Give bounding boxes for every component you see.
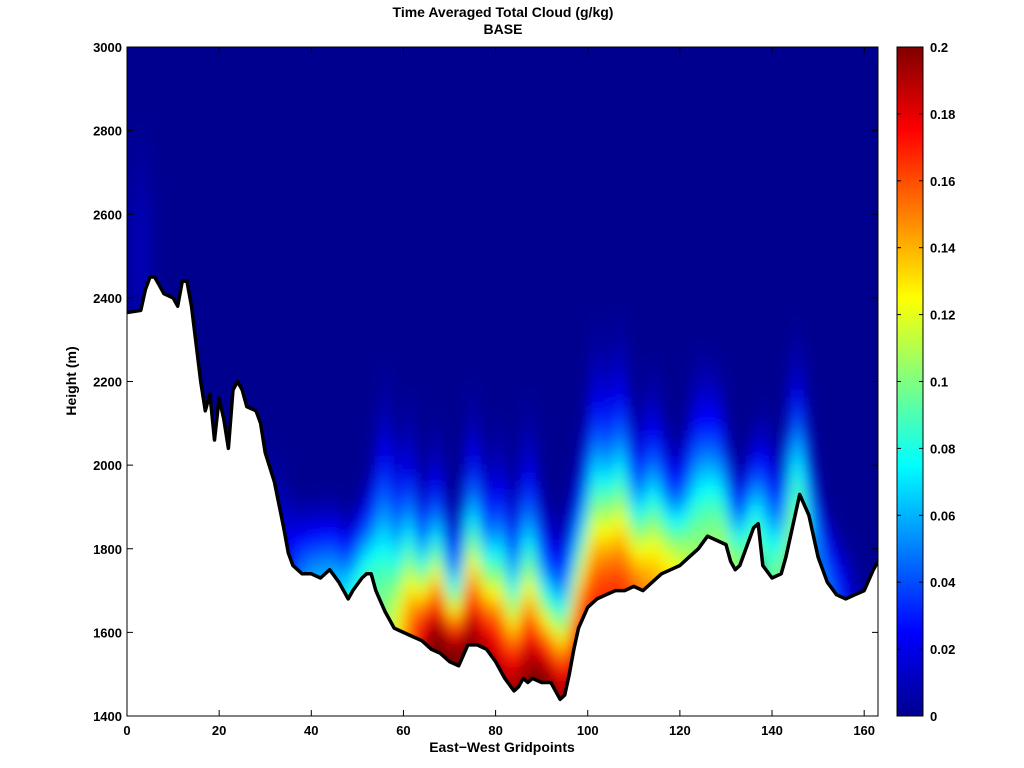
colorbar-tick-label: 0 (930, 709, 937, 724)
colorbar-tick-label: 0.16 (930, 174, 955, 189)
colorbar-tick-label: 0.2 (930, 40, 948, 55)
colorbar-tick-label: 0.08 (930, 441, 955, 456)
colorbar-tick-label: 0.14 (930, 241, 956, 256)
colorbar-tick-label: 0.1 (930, 375, 948, 390)
y-tick-label: 2400 (93, 291, 122, 306)
colorbar-tick-label: 0.12 (930, 308, 955, 323)
terrain-fill (127, 277, 878, 716)
y-tick-label: 2800 (93, 124, 122, 139)
chart-subtitle: BASE (484, 21, 523, 37)
y-axis: 1400 1600 1800 2000 2200 2400 2600 2800 3000 (93, 40, 878, 724)
colorbar-tick-label: 0.02 (930, 642, 955, 657)
colorbar-tick-label: 0.06 (930, 508, 955, 523)
y-axis-label: Height (m) (63, 346, 79, 415)
x-tick-label: 0 (123, 723, 130, 738)
x-tick-label: 20 (212, 723, 226, 738)
y-tick-label: 1400 (93, 709, 122, 724)
colorbar-tick-label: 0.18 (930, 107, 955, 122)
y-tick-label: 3000 (93, 40, 122, 55)
terrain-outline (127, 275, 878, 702)
chart-title: Time Averaged Total Cloud (g/kg) (393, 4, 614, 20)
x-tick-label: 140 (761, 723, 783, 738)
x-tick-label: 80 (488, 723, 502, 738)
x-axis-label: East−West Gridpoints (429, 739, 575, 755)
y-tick-label: 2600 (93, 207, 122, 222)
x-tick-label: 40 (304, 723, 318, 738)
y-tick-label: 2000 (93, 458, 122, 473)
y-tick-label: 2200 (93, 375, 122, 390)
colorbar-ticks: 0 0.02 0.04 0.06 0.08 0.1 0.12 0.14 0.16 0.18 0.2 (897, 40, 956, 724)
colorbar-tick-label: 0.04 (930, 575, 956, 590)
x-axis: 0 20 40 60 80 100 120 140 160 (123, 47, 875, 738)
colorbar (896, 46, 924, 717)
y-tick-label: 1600 (93, 625, 122, 640)
y-tick-label: 1800 (93, 542, 122, 557)
x-tick-label: 160 (853, 723, 875, 738)
x-tick-label: 100 (577, 723, 599, 738)
x-tick-label: 120 (669, 723, 691, 738)
x-tick-label: 60 (396, 723, 410, 738)
